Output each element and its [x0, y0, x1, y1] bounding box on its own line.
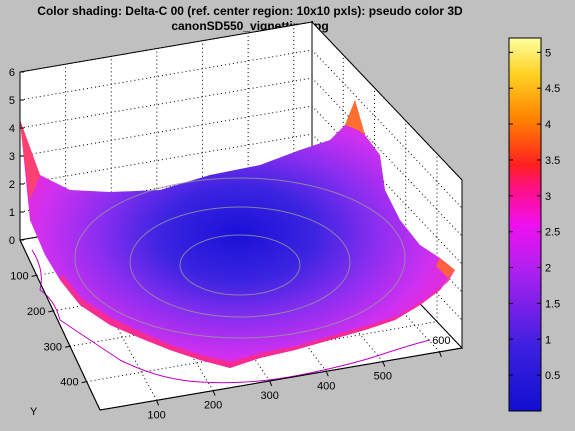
y-tick-label: 200: [27, 306, 45, 318]
y-tick-mark: [64, 345, 71, 348]
grid-line-z: [19, 21, 463, 181]
y-tick-mark: [48, 310, 54, 313]
floor-contour: [31, 249, 431, 384]
colorbar-tick-label: 2.5: [545, 227, 560, 239]
y-ticks: 100 200 300 400: [10, 270, 87, 389]
y-axis-label: Y: [30, 406, 38, 418]
z-tick-label: 5: [9, 95, 15, 107]
colorbar: [508, 37, 542, 412]
grid-line-z: [19, 105, 463, 265]
colorbar-tick-label: 3: [545, 191, 551, 203]
z-tick-label: 3: [9, 151, 15, 163]
z-tick-label: 0: [9, 235, 15, 247]
x-tick-mark: [438, 351, 442, 358]
surface-edge-ridge: [60, 270, 455, 368]
colorbar-tick-label: 4: [545, 119, 551, 131]
colorbar-tick-label: 0.5: [545, 370, 560, 382]
x-tick-label: 600: [432, 335, 450, 347]
x-tick-mark: [269, 380, 273, 387]
y-tick-label: 400: [60, 377, 78, 389]
z-ticks: 0 1 2 3 4 5 6: [9, 67, 24, 247]
y-tick-mark: [31, 274, 37, 277]
y-tick-mark: [81, 381, 87, 384]
x-tick-mark: [212, 390, 216, 396]
colorbar-ticks: 0.5 1 1.5 2 2.5 3 3.5 4 4.5 5: [509, 47, 560, 382]
colorbar-tick-label: 3.5: [545, 155, 560, 167]
z-tick-label: 6: [9, 67, 15, 79]
surface-corner-peak-front: [436, 258, 455, 278]
z-tick-label: 2: [9, 179, 15, 191]
x-tick-label: 500: [374, 371, 392, 383]
x-tick-mark: [382, 361, 386, 367]
contour-lines: [74, 177, 406, 339]
surface-corner-peak-left: [20, 120, 40, 200]
x-tick-label: 100: [147, 409, 165, 421]
surface-corner-peak-right: [345, 100, 365, 135]
colorbar-tick-label: 1.5: [545, 298, 560, 310]
colorbar-tick-label: 1: [545, 334, 551, 346]
x-tick-label: 200: [204, 400, 222, 412]
z-tick-label: 4: [9, 123, 15, 135]
x-tick-mark: [156, 400, 160, 406]
z-tick-label: 1: [9, 207, 15, 219]
grid-line-z: [19, 133, 463, 293]
grid-line-x: [110, 224, 214, 391]
x-tick-label: 300: [261, 390, 279, 402]
grid-line-y: [69, 288, 406, 347]
x-tick-label: 400: [317, 380, 335, 392]
colorbar-tick-label: 4.5: [545, 83, 560, 95]
grid-line-z: [19, 77, 463, 237]
grid-line-y: [86, 321, 438, 383]
chart-title: Color shading: Delta-C 00 (ref. center r…: [37, 4, 463, 18]
x-ticks: 100 200 300 400 500 600: [147, 335, 450, 421]
x-tick-mark: [325, 371, 329, 377]
x-axis: [99, 347, 463, 411]
colorbar-tick-label: 5: [545, 47, 551, 59]
colorbar-tick-label: 2: [545, 263, 551, 275]
grid-line-z: [19, 49, 463, 209]
y-tick-label: 300: [44, 341, 62, 353]
y-tick-label: 100: [10, 270, 28, 282]
surface: [20, 100, 455, 368]
